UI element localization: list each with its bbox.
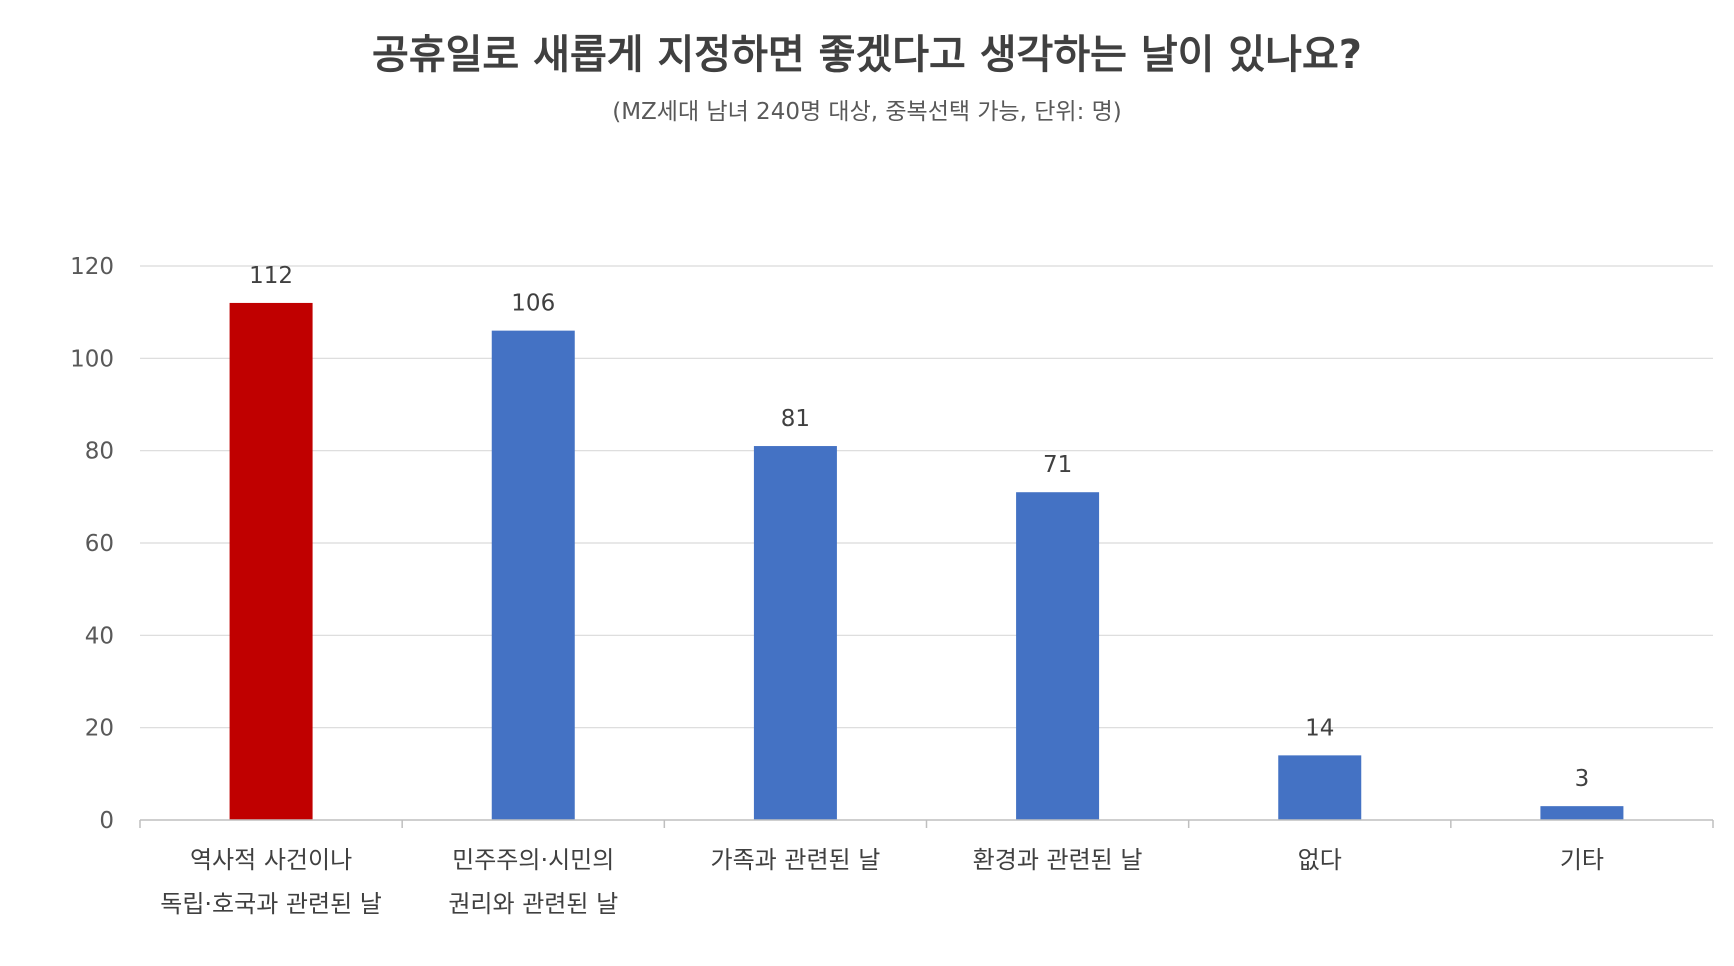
category-label: 없다 (1298, 846, 1342, 874)
category-label: 권리와 관련된 날 (448, 890, 618, 918)
bars (229, 302, 1624, 820)
ytick-label: 60 (85, 531, 114, 557)
data-label: 71 (1043, 452, 1072, 478)
ytick-label: 40 (85, 623, 114, 649)
bar (1016, 492, 1100, 820)
ytick-label: 20 (85, 716, 114, 742)
category-label: 독립·호국과 관련된 날 (160, 890, 382, 918)
category-label: 역사적 사건이나 (190, 846, 352, 874)
y-axis-labels: 0 20 40 60 80 100 120 (70, 254, 114, 834)
ytick-label: 100 (70, 346, 114, 372)
x-axis (139, 819, 1714, 828)
bar (491, 330, 575, 820)
ytick-label: 0 (99, 808, 114, 834)
category-label: 민주주의·시민의 (452, 846, 614, 874)
category-label: 환경과 관련된 날 (973, 846, 1143, 874)
data-label: 3 (1575, 766, 1590, 792)
chart-subtitle: (MZ세대 남녀 240명 대상, 중복선택 가능, 단위: 명) (612, 99, 1122, 125)
bar (753, 446, 837, 820)
chart-title: 공휴일로 새롭게 지정하면 좋겠다고 생각하는 날이 있나요? (372, 32, 1362, 78)
bar (1540, 806, 1624, 820)
data-label: 81 (781, 406, 810, 432)
bar (1278, 755, 1362, 820)
data-label: 14 (1305, 715, 1334, 741)
ytick-label: 120 (70, 254, 114, 280)
category-label: 기타 (1560, 846, 1604, 874)
data-label: 112 (249, 263, 293, 289)
category-label: 가족과 관련된 날 (711, 846, 881, 874)
data-labels: 112 106 81 71 14 3 (249, 263, 1589, 792)
ytick-label: 80 (85, 439, 114, 465)
gridlines (140, 265, 1713, 729)
bar (229, 302, 313, 820)
data-label: 106 (511, 291, 555, 317)
